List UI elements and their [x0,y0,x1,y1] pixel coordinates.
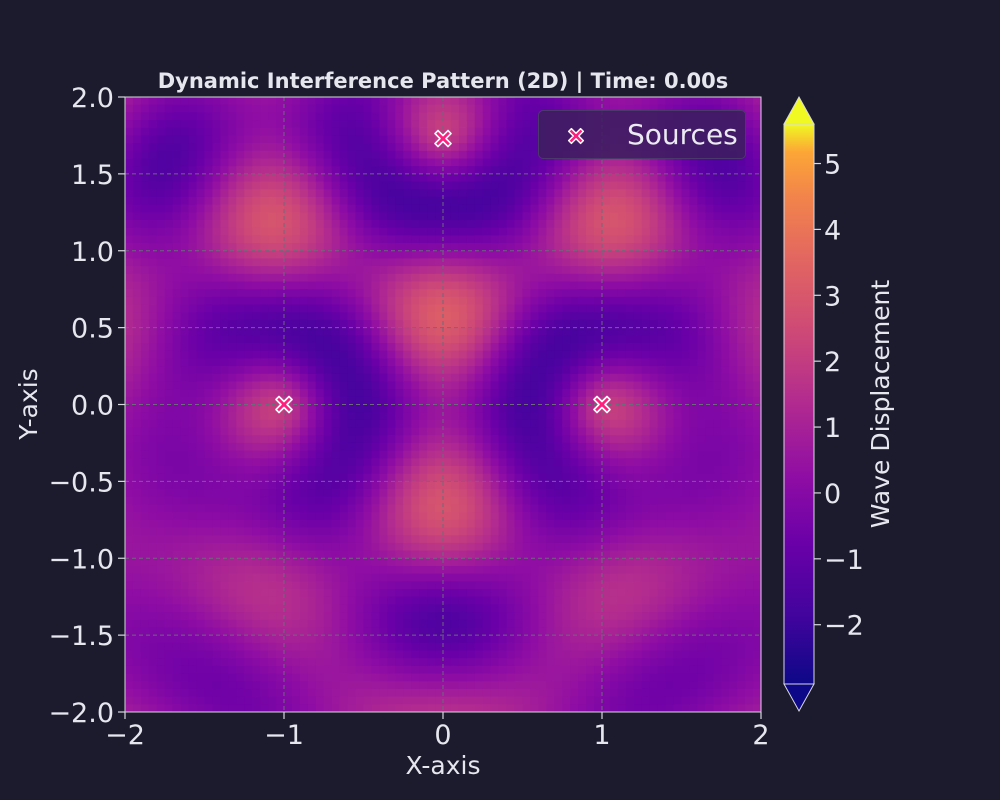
colorbar-tick-label: 0 [824,479,841,510]
y-ticks: −2.0 −1.5 −1.0 −0.5 0.0 0.5 1.0 1.5 2.0 [48,83,125,729]
x-ticks: −2 −1 0 1 2 [105,712,770,751]
source-markers [275,129,611,414]
y-tick-label: −1.0 [48,544,114,575]
chart-title: Dynamic Interference Pattern (2D) | Time… [158,69,729,94]
source-marker [593,395,611,414]
x-tick-label: 1 [593,720,610,751]
colorbar-extend-top [783,95,815,125]
colorbar-tick-label: 4 [824,215,841,246]
source-marker [275,395,293,414]
x-tick-label: 2 [752,720,769,751]
y-tick-label: −0.5 [48,467,114,498]
legend-marker-x-icon [567,127,585,145]
x-tick-label: −2 [105,720,145,751]
legend-label-sources: Sources [627,118,738,151]
colorbar: −2 −1 0 1 2 3 4 5 Wave Displacement [783,95,895,713]
y-tick-label: 2.0 [71,83,114,114]
y-tick-label: 0.5 [71,314,114,345]
y-tick-label: −2.0 [48,698,114,729]
colorbar-label: Wave Displacement [866,280,895,529]
source-marker [434,129,452,148]
heatmap [125,97,761,712]
plot-area: −2 −1 0 1 2 −2.0 −1.5 −1.0 −0.5 0.0 0.5 1.0 1.5 2.0 [48,83,769,751]
y-tick-label: −1.5 [48,621,114,652]
colorbar-extend-bottom [783,683,815,713]
y-tick-label: 0.0 [71,391,114,422]
colorbar-tick-label: 1 [824,413,841,444]
colorbar-tick-label: 5 [824,150,841,181]
grid-lines [125,97,761,712]
x-tick-label: −1 [264,720,304,751]
colorbar-gradient [783,123,815,685]
colorbar-tick-label: −1 [824,545,864,576]
y-tick-label: 1.5 [71,160,114,191]
legend: Sources [538,110,746,159]
colorbar-tick-label: 3 [824,281,841,312]
x-tick-label: 0 [434,720,451,751]
y-tick-label: 1.0 [71,237,114,268]
x-axis-label: X-axis [406,751,481,780]
y-axis-label: Y-axis [14,368,43,440]
colorbar-tick-label: −2 [824,611,864,642]
colorbar-ticks: −2 −1 0 1 2 3 4 5 [814,150,864,642]
colorbar-tick-label: 2 [824,347,841,378]
